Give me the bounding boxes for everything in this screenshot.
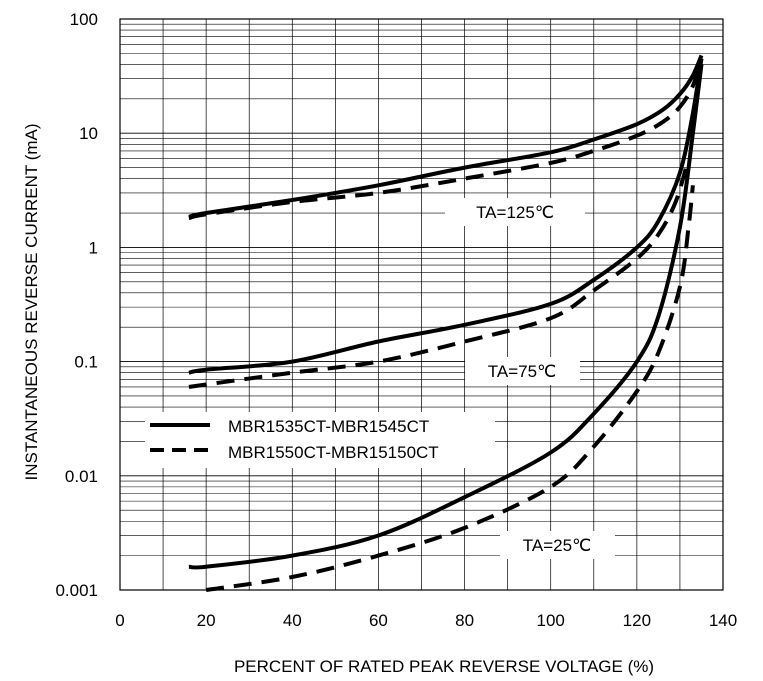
legend: MBR1535CT-MBR1545CT MBR1550CT-MBR15150CT <box>145 412 495 468</box>
series-line <box>205 185 695 592</box>
x-axis-title: PERCENT OF RATED PEAK REVERSE VOLTAGE (%… <box>234 657 654 676</box>
x-ticks: 0 20 40 60 80 100 120 140 <box>115 611 737 630</box>
series-line <box>188 58 704 375</box>
x-tick-label: 80 <box>455 611 474 630</box>
y-tick-label: 0.01 <box>65 467 98 486</box>
x-tick-label: 140 <box>709 611 737 630</box>
y-tick-label: 10 <box>79 124 98 143</box>
series-line <box>188 64 704 570</box>
y-tick-label: 0.001 <box>55 581 98 600</box>
x-tick-label: 20 <box>197 611 216 630</box>
series-line <box>188 157 691 389</box>
y-tick-label: 0.1 <box>74 353 98 372</box>
x-tick-label: 60 <box>369 611 388 630</box>
curves <box>188 54 704 592</box>
annotation-bg <box>445 198 585 226</box>
legend-label-solid: MBR1535CT-MBR1545CT <box>228 417 429 436</box>
x-tick-label: 0 <box>115 611 124 630</box>
series-line <box>188 57 704 221</box>
x-tick-label: 120 <box>623 611 651 630</box>
y-tick-label: 100 <box>70 10 98 29</box>
annotation-ta125: TA=125℃ <box>476 203 554 222</box>
y-ticks: 0.001 0.01 0.1 1 10 100 <box>55 10 98 600</box>
annotations: TA=125℃ TA=75℃ TA=25℃ <box>445 198 615 559</box>
x-tick-label: 100 <box>537 611 565 630</box>
annotation-bg <box>465 357 580 385</box>
y-tick-label: 1 <box>89 238 98 257</box>
plot-frame <box>119 18 724 591</box>
legend-label-dashed: MBR1550CT-MBR15150CT <box>228 443 439 462</box>
y-axis-title: INSTANTANEOUS REVERSE CURRENT (mA) <box>22 123 41 480</box>
annotation-ta75: TA=75℃ <box>488 362 556 381</box>
annotation-bg <box>500 531 615 559</box>
x-tick-label: 40 <box>283 611 302 630</box>
legend-bg <box>145 412 495 468</box>
annotation-ta25: TA=25℃ <box>523 536 591 555</box>
